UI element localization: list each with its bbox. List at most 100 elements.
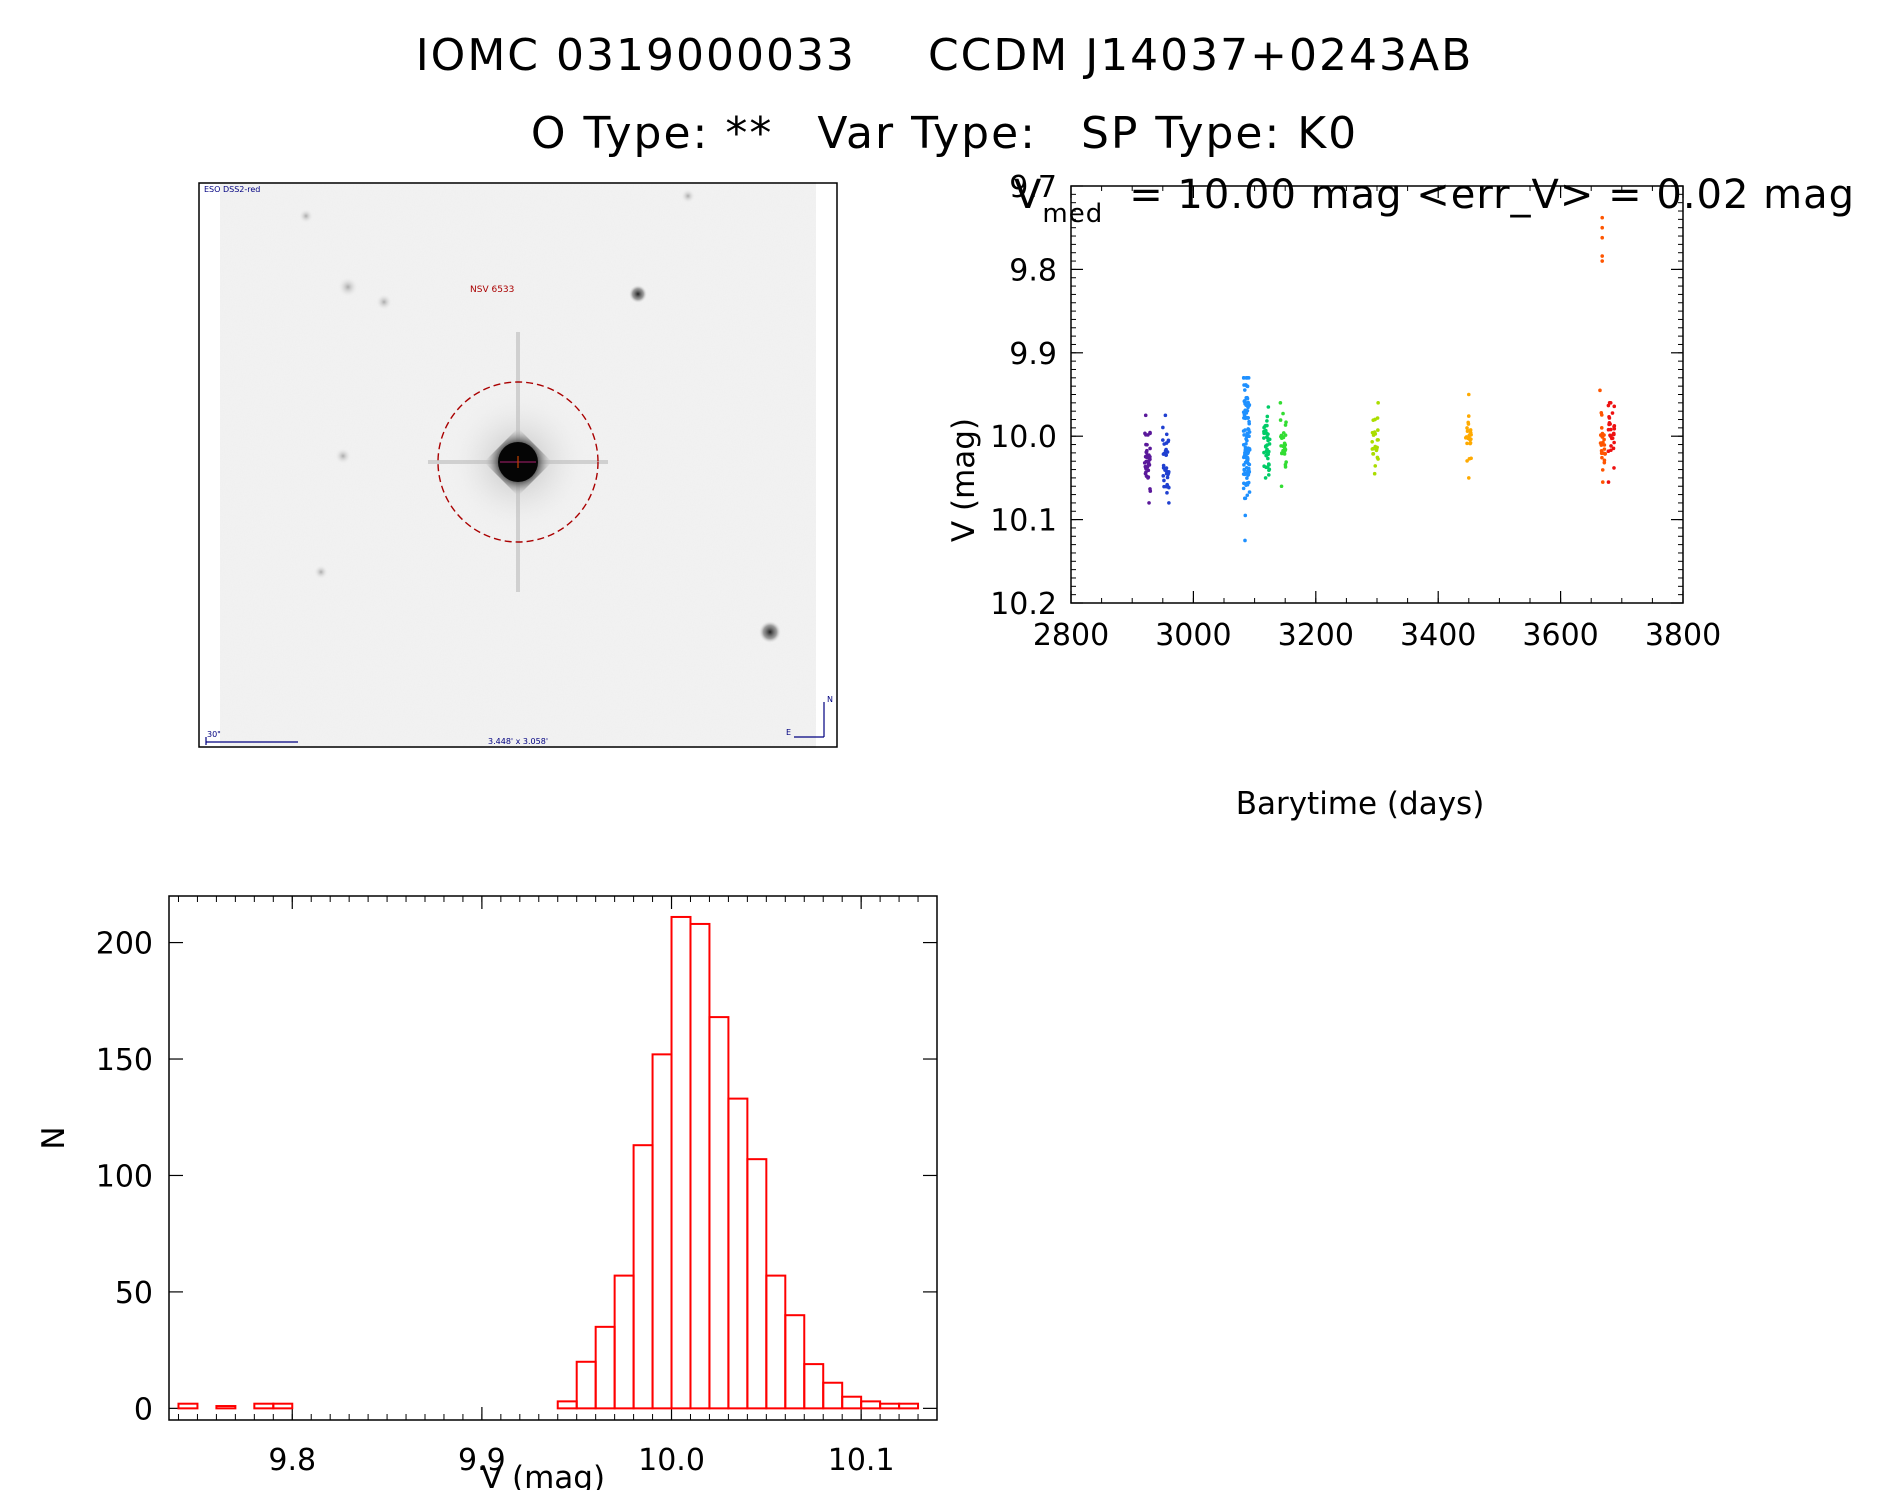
lightcurve-outlier-point <box>1600 215 1605 220</box>
lightcurve-outlier-point <box>1600 235 1605 240</box>
lightcurve-point <box>1278 418 1283 422</box>
lightcurve-point <box>1375 438 1380 442</box>
lightcurve-point <box>1165 475 1170 480</box>
histogram-bar <box>613 1274 635 1410</box>
lightcurve-point <box>1468 441 1473 445</box>
lightcurve-point <box>1599 451 1604 456</box>
histogram-bar <box>784 1314 806 1410</box>
histogram-x-tick-label: 10.0 <box>638 1443 705 1478</box>
lightcurve-point <box>1283 433 1288 437</box>
lightcurve-point <box>1266 456 1270 461</box>
lightcurve-point <box>1370 447 1375 451</box>
lightcurve-point <box>1148 431 1152 436</box>
histogram-x-tick-label: 9.9 <box>458 1443 506 1478</box>
lightcurve-point <box>1279 436 1284 441</box>
lightcurve-point <box>1245 476 1249 480</box>
lightcurve-point <box>1279 484 1284 489</box>
lightcurve-point <box>1603 451 1608 456</box>
lightcurve-point <box>1371 452 1375 456</box>
lightcurve-point <box>1247 434 1251 439</box>
lightcurve-point <box>1245 459 1249 463</box>
finder-frame <box>198 182 838 748</box>
small-star <box>629 285 647 303</box>
lightcurve-point <box>1241 429 1246 433</box>
histogram-x-tick-label: 10.1 <box>828 1443 895 1478</box>
histogram-bar <box>177 1402 199 1410</box>
histogram-bars <box>177 915 920 1410</box>
lightcurve-y-tick-label: 9.8 <box>1009 253 1057 288</box>
lightcurve-point <box>1247 462 1252 467</box>
histogram-bar <box>898 1402 920 1410</box>
lightcurve-point <box>1281 411 1285 416</box>
histogram-y-tick-label: 0 <box>134 1392 153 1427</box>
lightcurve-point <box>1247 403 1251 408</box>
lightcurve-point <box>1247 466 1251 471</box>
lightcurve-point <box>1243 496 1248 501</box>
lightcurve-point <box>1283 449 1287 453</box>
lightcurve-point <box>1375 416 1380 420</box>
lightcurve-point <box>1244 483 1248 487</box>
histogram-y-tick-label: 200 <box>96 927 153 962</box>
faint-star <box>681 189 695 203</box>
lightcurve-point <box>1279 433 1284 438</box>
lightcurve-point <box>1602 458 1607 463</box>
faint-star <box>376 294 392 310</box>
lightcurve-point <box>1599 433 1604 438</box>
lightcurve-point <box>1167 501 1171 505</box>
lightcurve-point <box>1243 388 1247 392</box>
lightcurve-point <box>1241 376 1246 380</box>
lightcurve-point <box>1376 401 1380 405</box>
lightcurve-point <box>1161 466 1166 470</box>
lightcurve-point <box>1373 432 1378 436</box>
lightcurve-point <box>1612 404 1617 409</box>
lightcurve-chart: Vmed = 10.00 mag <err_V> = 0.02 mag 2800 3… <box>946 170 1854 822</box>
lightcurve-point <box>1241 455 1246 460</box>
lightcurve-point <box>1243 401 1247 406</box>
lightcurve-point <box>1247 448 1252 452</box>
histogram-bar <box>803 1363 825 1410</box>
lightcurve-point <box>1246 400 1250 405</box>
lightcurve-point <box>1600 468 1605 472</box>
lightcurve-point <box>1263 476 1268 480</box>
lightcurve-point <box>1265 419 1269 423</box>
lightcurve-point <box>1161 474 1166 478</box>
lightcurve-point <box>1262 431 1266 436</box>
lightcurve-point <box>1612 424 1617 428</box>
lightcurve-point <box>1373 444 1378 449</box>
title-ccdm-id: CCDM J14037+0243AB <box>927 30 1474 81</box>
histogram-bar <box>860 1400 882 1410</box>
histogram-bar <box>746 1158 768 1410</box>
lightcurve-point <box>1145 448 1149 453</box>
lightcurve-point <box>1265 414 1270 419</box>
faint-star <box>314 565 328 579</box>
lightcurve-point <box>1161 425 1165 430</box>
lightcurve-point <box>1243 513 1248 518</box>
title-sp-type: SP Type: K0 <box>1080 108 1359 159</box>
lightcurve-y-tick-label: 9.9 <box>1009 337 1057 372</box>
lightcurve-point <box>1606 403 1611 408</box>
lightcurve-point <box>1265 453 1269 457</box>
lightcurve-point <box>1465 459 1469 463</box>
lightcurve-axes: 2800 3000 3200 3400 3600 3800 9.7 9.8 9.9 10.0 10.… <box>990 170 1721 653</box>
histogram-frame <box>168 895 938 1421</box>
lightcurve-point <box>1599 413 1604 417</box>
lightcurve-point <box>1243 538 1247 543</box>
north-label: N <box>827 695 833 704</box>
lightcurve-point <box>1161 452 1166 456</box>
histogram-bar <box>879 1402 901 1410</box>
lightcurve-point <box>1283 465 1288 469</box>
lightcurve-point <box>1245 493 1250 498</box>
histogram-bar <box>272 1402 294 1410</box>
histogram-xlabel: V (mag) <box>481 1460 605 1490</box>
lightcurve-point <box>1162 478 1166 483</box>
lightcurve-title-v: V <box>1014 172 1042 218</box>
lightcurve-xlabel: Barytime (days) <box>1236 786 1485 822</box>
lightcurve-point <box>1245 384 1250 389</box>
lightcurve-point <box>1465 426 1469 430</box>
lightcurve-point <box>1465 441 1469 446</box>
lightcurve-point <box>1166 439 1171 444</box>
lightcurve-point <box>1265 447 1269 452</box>
histogram-bar <box>708 1016 730 1410</box>
lightcurve-point <box>1163 413 1168 418</box>
lightcurve-y-tick-label: 10.0 <box>990 420 1057 455</box>
